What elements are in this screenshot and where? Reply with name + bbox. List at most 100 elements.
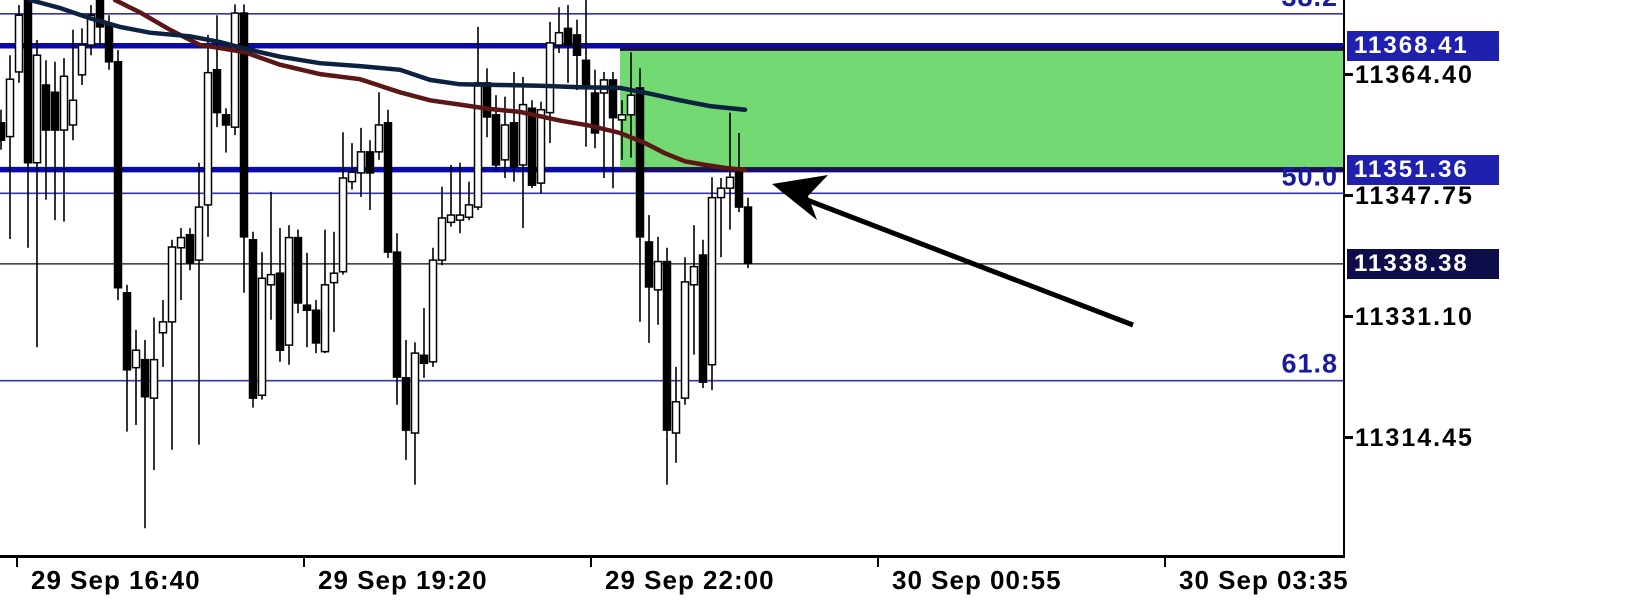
bull-candle-body <box>689 265 699 286</box>
candle[interactable] <box>320 229 330 354</box>
candle[interactable] <box>392 233 402 405</box>
bear-candle-body <box>572 34 582 56</box>
candle[interactable] <box>86 5 96 56</box>
candle[interactable] <box>59 58 69 222</box>
candle[interactable] <box>248 231 258 408</box>
candle[interactable] <box>689 225 699 355</box>
time-axis[interactable]: 29 Sep 16:40 29 Sep 19:20 29 Sep 22:00 3… <box>0 558 1631 607</box>
candle[interactable] <box>419 308 429 378</box>
candle[interactable] <box>626 52 636 158</box>
bear-candle-body <box>743 206 753 265</box>
candle[interactable] <box>491 95 501 171</box>
candle[interactable] <box>383 109 393 258</box>
price-axis[interactable]: 11368.41 11351.36 11338.38 11364.40 1134… <box>1345 0 1631 558</box>
candle[interactable] <box>635 68 645 322</box>
bull-candle-body <box>86 14 96 46</box>
candle[interactable] <box>671 366 681 463</box>
candle[interactable] <box>743 197 753 269</box>
candle[interactable] <box>5 55 15 240</box>
bear-candle-body <box>698 254 708 383</box>
candle[interactable] <box>293 229 303 314</box>
bull-candle-body <box>617 114 627 121</box>
candle[interactable] <box>473 26 483 210</box>
candle[interactable] <box>149 317 159 471</box>
bull-candle-body <box>5 78 15 138</box>
candle[interactable] <box>572 19 582 91</box>
candle[interactable] <box>266 191 276 320</box>
candle[interactable] <box>725 112 735 230</box>
candle[interactable] <box>131 329 141 426</box>
candle[interactable] <box>14 5 24 83</box>
candle[interactable] <box>347 143 357 190</box>
candle[interactable] <box>0 109 6 150</box>
candle[interactable] <box>23 0 33 248</box>
candle[interactable] <box>77 28 87 86</box>
candle[interactable] <box>32 39 42 348</box>
candle[interactable] <box>581 0 591 147</box>
candle[interactable] <box>356 127 366 197</box>
candle[interactable] <box>158 300 168 367</box>
bear-candle-body <box>140 358 150 398</box>
candle[interactable] <box>455 162 465 234</box>
candle[interactable] <box>617 100 627 160</box>
candle[interactable] <box>509 71 519 182</box>
candle[interactable] <box>122 284 132 432</box>
bull-candle-body <box>374 124 384 153</box>
candle[interactable] <box>662 247 672 485</box>
candle[interactable] <box>554 7 564 54</box>
candle[interactable] <box>716 178 726 258</box>
candle[interactable] <box>68 29 78 141</box>
candle[interactable] <box>401 340 411 460</box>
candle[interactable] <box>185 228 195 271</box>
bull-candle-body <box>437 217 447 261</box>
candle[interactable] <box>653 236 663 325</box>
candle[interactable] <box>95 0 105 48</box>
candle[interactable] <box>428 247 438 367</box>
candle[interactable] <box>338 132 348 275</box>
price-badge: 11368.41 <box>1347 31 1499 61</box>
bear-candle-body <box>95 0 105 28</box>
candle[interactable] <box>275 228 285 362</box>
bull-candle-body <box>257 277 267 396</box>
bull-candle-body <box>68 99 78 126</box>
candle[interactable] <box>284 225 294 365</box>
bull-candle-body <box>347 171 357 183</box>
candle[interactable] <box>545 21 555 144</box>
annotation-arrow-head[interactable] <box>772 175 828 220</box>
candle[interactable] <box>203 34 213 237</box>
candle[interactable] <box>563 5 573 83</box>
candle[interactable] <box>644 215 654 343</box>
time-tick-mark <box>590 558 592 567</box>
candle[interactable] <box>698 239 708 388</box>
candle[interactable] <box>374 92 384 160</box>
candle[interactable] <box>680 257 690 405</box>
candle[interactable] <box>302 252 312 348</box>
candle[interactable] <box>410 342 420 485</box>
candle[interactable] <box>221 108 231 153</box>
bear-candle-body <box>662 260 672 431</box>
candle[interactable] <box>212 15 222 128</box>
candle[interactable] <box>257 252 267 400</box>
candle[interactable] <box>329 231 339 333</box>
candlestick-plot[interactable]: 38.2 50.0 61.8 <box>0 0 1345 558</box>
candle[interactable] <box>50 61 60 221</box>
candle[interactable] <box>113 50 123 301</box>
candle[interactable] <box>230 4 240 136</box>
candle[interactable] <box>482 68 492 138</box>
candle[interactable] <box>167 239 177 450</box>
candle[interactable] <box>707 177 717 391</box>
candle[interactable] <box>194 162 204 445</box>
bear-candle-body <box>527 107 537 187</box>
bear-candle-body <box>419 354 429 365</box>
candle[interactable] <box>365 140 375 210</box>
candle[interactable] <box>518 77 528 229</box>
candle[interactable] <box>464 181 474 221</box>
candle[interactable] <box>437 186 447 266</box>
candle[interactable] <box>176 228 186 301</box>
candle[interactable] <box>140 340 150 529</box>
candle[interactable] <box>590 69 600 149</box>
candle[interactable] <box>41 60 51 200</box>
candle[interactable] <box>311 300 321 354</box>
candle[interactable] <box>446 164 456 227</box>
bull-candle-body <box>176 236 186 249</box>
